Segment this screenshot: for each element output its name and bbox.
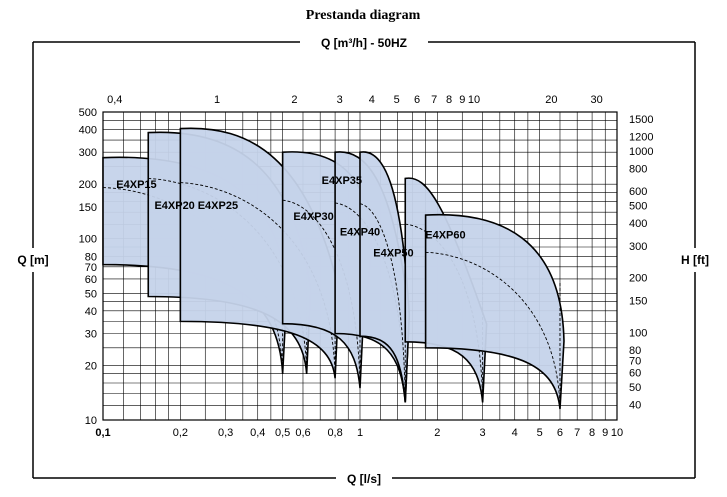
right-tick-label: 50 (629, 382, 641, 394)
x-tick-label: 0,8 (327, 427, 342, 439)
pump-label-e4xp40: E4XP40 (340, 227, 380, 239)
outer-frame (32, 41, 696, 479)
y-tick-label: 40 (85, 306, 97, 318)
pump-label-e4xp15: E4XP15 (116, 179, 156, 191)
right-tick-label: 70 (629, 355, 641, 367)
x-tick-label: 10 (611, 427, 623, 439)
top-tick-label: 0,4 (107, 94, 122, 106)
x-tick-label: 7 (574, 427, 580, 439)
top-tick-label: 7 (431, 94, 437, 106)
tick-labels: 0,1 0,2 0,3 0,4 0,5 0,6 0,8 1 2 3 4 5 6 7 8 9 100,4 1 2 3 4 5… (79, 94, 654, 439)
y-tick-label: 60 (85, 274, 97, 286)
y-tick-label: 10 (85, 415, 97, 427)
x-tick-label: 3 (480, 427, 486, 439)
x-tick-label: 0,4 (250, 427, 265, 439)
y-tick-label: 500 (79, 107, 97, 119)
top-tick-label: 6 (414, 94, 420, 106)
top-tick-label: 30 (591, 94, 603, 106)
pump-label-e4xp50: E4XP50 (373, 247, 413, 259)
right-axis-label: H [ft] (681, 253, 709, 267)
top-tick-label: 4 (369, 94, 375, 106)
right-tick-label: 1200 (629, 132, 653, 144)
pump-area-e4xp40 (359, 151, 411, 403)
y-tick-label: 70 (85, 262, 97, 274)
pump-efficiency-e4xp60 (425, 251, 561, 410)
x-tick-label: 6 (557, 427, 563, 439)
y-tick-label: 100 (79, 234, 97, 246)
right-tick-label: 600 (629, 186, 647, 198)
x-tick-label: 8 (589, 427, 595, 439)
y-tick-label: 20 (85, 360, 97, 372)
top-tick-label: 1 (214, 94, 220, 106)
y-tick-label: 80 (85, 251, 97, 263)
pump-labels: E4XP15 E4XP20 E4XP25 E4XP30 E4XP35 E4XP40 E4XP… (116, 175, 465, 259)
right-tick-label: 80 (629, 345, 641, 357)
top-tick-label: 20 (545, 94, 557, 106)
right-tick-label: 200 (629, 273, 647, 285)
pump-label-e4xp60: E4XP60 (425, 230, 465, 242)
x-tick-label: 1 (357, 427, 363, 439)
right-tick-label: 100 (629, 327, 647, 339)
top-tick-label: 9 (459, 94, 465, 106)
right-tick-label: 60 (629, 367, 641, 379)
top-tick-label: 8 (446, 94, 452, 106)
right-tick-label: 300 (629, 241, 647, 253)
right-tick-label: 1000 (629, 146, 653, 158)
y-tick-label: 150 (79, 202, 97, 214)
pump-label-e4xp35: E4XP35 (322, 175, 362, 187)
x-tick-label: 9 (602, 427, 608, 439)
right-tick-label: 1500 (629, 114, 653, 126)
y-tick-label: 300 (79, 147, 97, 159)
x-tick-label: 0,3 (218, 427, 233, 439)
top-tick-label: 3 (337, 94, 343, 106)
right-tick-label: 400 (629, 218, 647, 230)
x-tick-label: 4 (512, 427, 518, 439)
pump-label-e4xp30: E4XP30 (293, 211, 333, 223)
right-tick-label: 500 (629, 201, 647, 213)
left-axis-label: Q [m] (17, 253, 48, 267)
top-tick-label: 10 (468, 94, 480, 106)
y-tick-label: 400 (79, 125, 97, 137)
pump-efficiency-e4xp30 (282, 199, 361, 389)
right-tick-label: 800 (629, 164, 647, 176)
y-tick-label: 50 (85, 288, 97, 300)
y-tick-label: 200 (79, 179, 97, 191)
right-tick-label: 150 (629, 295, 647, 307)
top-tick-label: 5 (394, 94, 400, 106)
pump-areas (102, 127, 565, 410)
chart-title: Prestanda diagram (306, 8, 421, 23)
pump-area-e4xp60 (424, 213, 565, 410)
x-tick-label: 2 (434, 427, 440, 439)
x-tick-label: 0,1 (95, 427, 110, 439)
right-tick-label: 40 (629, 399, 641, 411)
pump-label-e4xp25: E4XP25 (198, 200, 238, 212)
pump-label-e4xp20: E4XP20 (154, 200, 194, 212)
x-tick-label: 0,6 (295, 427, 310, 439)
bottom-axis-label: Q [l/s] (347, 472, 381, 486)
top-tick-label: 2 (291, 94, 297, 106)
x-tick-label: 0,5 (275, 427, 290, 439)
top-axis-label: Q [m³/h] - 50HZ (321, 36, 407, 50)
y-tick-label: 30 (85, 329, 97, 341)
x-tick-label: 0,2 (173, 427, 188, 439)
x-tick-label: 5 (537, 427, 543, 439)
